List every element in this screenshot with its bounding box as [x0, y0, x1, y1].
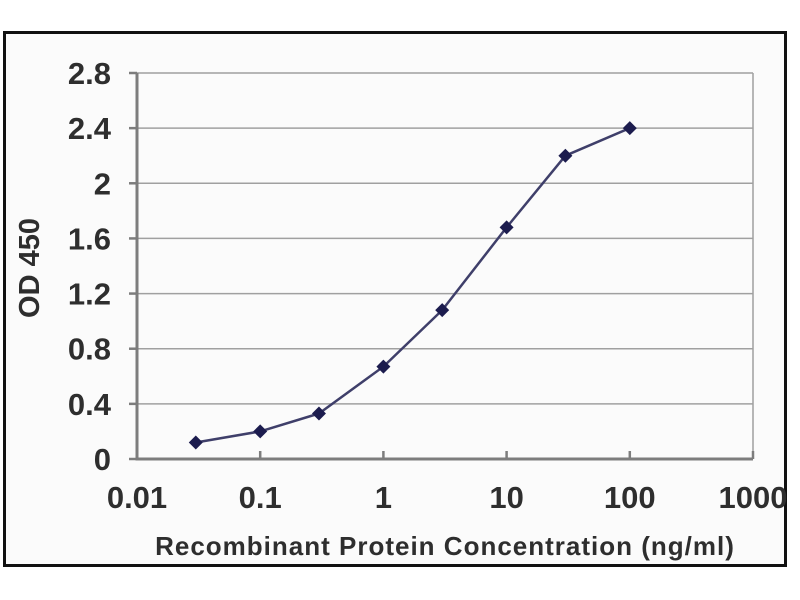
chart-frame [3, 31, 787, 567]
series-line [195, 126, 631, 444]
x-tick-label: 0.01 [107, 480, 167, 515]
x-tick-label: 100 [604, 480, 656, 515]
data-point-marker [253, 424, 268, 439]
x-axis-title: Recombinant Protein Concentration (ng/ml… [155, 531, 735, 561]
x-tick-label: 10 [489, 480, 523, 515]
data-point-marker [622, 121, 637, 136]
data-point-marker [188, 435, 203, 450]
y-tick-label: 2.4 [68, 111, 112, 146]
data-point-marker [558, 148, 573, 163]
data-point-marker [499, 220, 514, 235]
y-tick-label: 1.2 [68, 277, 111, 312]
x-tick-label: 0.1 [239, 480, 282, 515]
y-tick-label: 0.8 [68, 332, 111, 367]
y-tick-label: 2 [94, 166, 111, 201]
data-point-marker [311, 406, 326, 421]
x-tick-label: 1000 [719, 480, 788, 515]
x-tick-label: 1 [375, 480, 392, 515]
y-tick-label: 1.6 [68, 221, 111, 256]
y-tick-label: 0 [94, 442, 111, 477]
data-point-marker [376, 359, 391, 374]
data-point-marker [435, 303, 450, 318]
y-axis-title: OD 450 [14, 218, 46, 318]
y-tick-label: 2.8 [68, 56, 111, 91]
y-tick-label: 0.4 [68, 387, 112, 422]
